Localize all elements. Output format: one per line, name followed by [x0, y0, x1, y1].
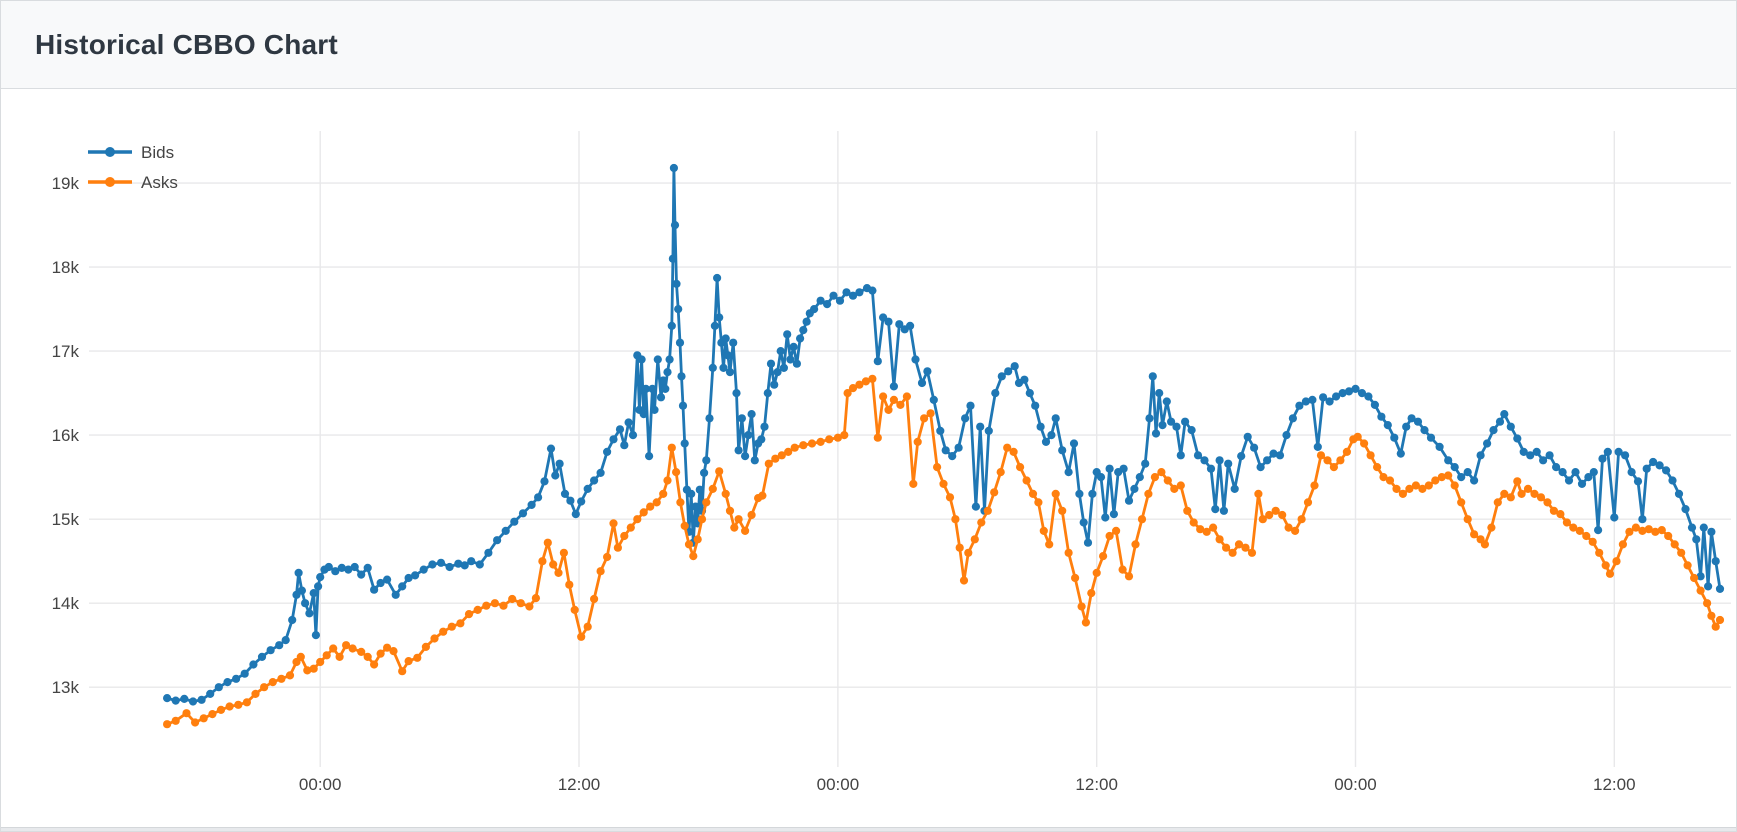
asks-markers: [163, 374, 1725, 729]
y-tick-label: 17k: [52, 342, 80, 361]
y-tick-label: 16k: [52, 426, 80, 445]
x-tick-label: 00:00: [299, 775, 342, 794]
legend-label-asks: Asks: [141, 172, 178, 192]
y-tick-label: 13k: [52, 678, 80, 697]
y-tick-label: 18k: [52, 258, 80, 277]
legend-item-asks[interactable]: Asks: [87, 170, 178, 194]
legend-item-bids[interactable]: Bids: [87, 140, 178, 164]
y-tick-label: 14k: [52, 594, 80, 613]
x-tick-label: 12:00: [558, 775, 601, 794]
x-tick-label: 12:00: [1075, 775, 1118, 794]
chart-legend: Bids Asks: [87, 140, 178, 194]
card-header: Historical CBBO Chart: [1, 1, 1736, 89]
bids-markers: [163, 163, 1725, 706]
bids-line-marker-icon: [88, 147, 132, 157]
y-tick-label: 19k: [52, 174, 80, 193]
x-tick-label: 12:00: [1593, 775, 1636, 794]
y-tick-label: 15k: [52, 510, 80, 529]
x-tick-label: 00:00: [817, 775, 860, 794]
card-bottom-border: [1, 827, 1736, 831]
asks-line-marker-icon: [88, 177, 132, 187]
page-title: Historical CBBO Chart: [35, 28, 338, 60]
legend-label-bids: Bids: [141, 142, 175, 162]
x-tick-label: 00:00: [1334, 775, 1377, 794]
